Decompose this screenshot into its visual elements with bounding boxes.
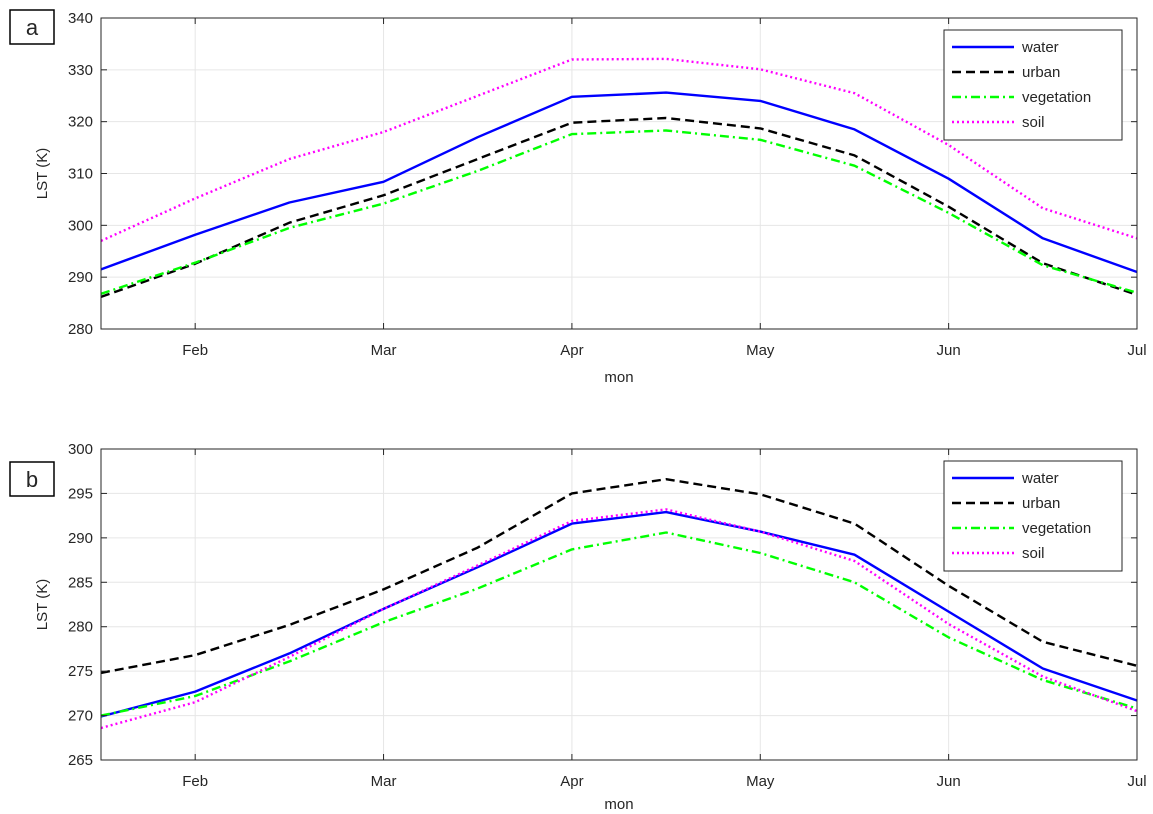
- series-group: [100, 57, 1138, 299]
- y-tick-label: 300: [68, 441, 93, 458]
- x-tick-label: Jun: [937, 342, 961, 359]
- y-tick-label: 290: [68, 530, 93, 547]
- legend-label-soil: soil: [1022, 114, 1045, 131]
- series-line-urban: [100, 478, 1138, 675]
- y-tick-label: 330: [68, 62, 93, 79]
- x-tick-label: Feb: [182, 342, 208, 359]
- legend-label-vegetation: vegetation: [1022, 520, 1091, 537]
- series-line-urban: [100, 116, 1138, 299]
- x-axis-label: mon: [604, 796, 633, 813]
- y-axis-label: LST (K): [34, 148, 51, 199]
- y-tick-label: 340: [68, 10, 93, 27]
- x-tick-label: Feb: [182, 773, 208, 790]
- y-axis-label: LST (K): [34, 579, 51, 630]
- x-tick-label: May: [746, 773, 775, 790]
- legend: water urban vegetation soil: [943, 29, 1123, 141]
- y-tick-label: 265: [68, 752, 93, 769]
- x-tick-label: Apr: [560, 773, 583, 790]
- y-tick-label: 300: [68, 217, 93, 234]
- y-tick-label: 280: [68, 619, 93, 636]
- x-tick-label: Mar: [371, 773, 397, 790]
- panel-letter: b: [26, 467, 38, 492]
- legend-label-water: water: [1021, 470, 1059, 487]
- y-tick-label: 285: [68, 574, 93, 591]
- legend-label-water: water: [1021, 39, 1059, 56]
- x-axis-label: mon: [604, 369, 633, 386]
- legend-label-urban: urban: [1022, 64, 1060, 81]
- panel-b: 265 270 275 280 285 290 295 300 Feb Mar Apr May Jun J…: [9, 441, 1147, 813]
- legend-label-soil: soil: [1022, 545, 1045, 562]
- panels: 280 290 300 310 320 330 340 Feb Mar Apr May Jun Jul m…: [9, 9, 1147, 813]
- axes-box: [100, 448, 1138, 761]
- y-tick-label: 310: [68, 166, 93, 183]
- series-group: [100, 478, 1138, 730]
- x-tick-label: Mar: [371, 342, 397, 359]
- legend-label-vegetation: vegetation: [1022, 89, 1091, 106]
- x-tick-label: May: [746, 342, 775, 359]
- x-tick-label: Jul: [1127, 342, 1146, 359]
- series-line-vegetation: [100, 129, 1138, 295]
- y-tick-label: 270: [68, 708, 93, 725]
- legend-label-urban: urban: [1022, 495, 1060, 512]
- y-tick-label: 280: [68, 321, 93, 338]
- panel-letter-box: [9, 461, 55, 497]
- panel-letter-box: [9, 9, 55, 45]
- y-tick-label: 290: [68, 269, 93, 286]
- y-tick-label: 320: [68, 114, 93, 131]
- y-tick-label: 295: [68, 485, 93, 502]
- series-line-vegetation: [100, 531, 1138, 717]
- legend: water urban vegetation soil: [943, 460, 1123, 572]
- x-tick-label: Jun: [937, 773, 961, 790]
- series-line-water: [100, 91, 1138, 274]
- panel-letter: a: [26, 15, 39, 40]
- y-tick-label: 275: [68, 663, 93, 680]
- x-tick-label: Jul: [1127, 773, 1146, 790]
- panel-a: 280 290 300 310 320 330 340 Feb Mar Apr May Jun Jul m…: [9, 9, 1147, 386]
- series-line-water: [100, 510, 1138, 718]
- x-tick-label: Apr: [560, 342, 583, 359]
